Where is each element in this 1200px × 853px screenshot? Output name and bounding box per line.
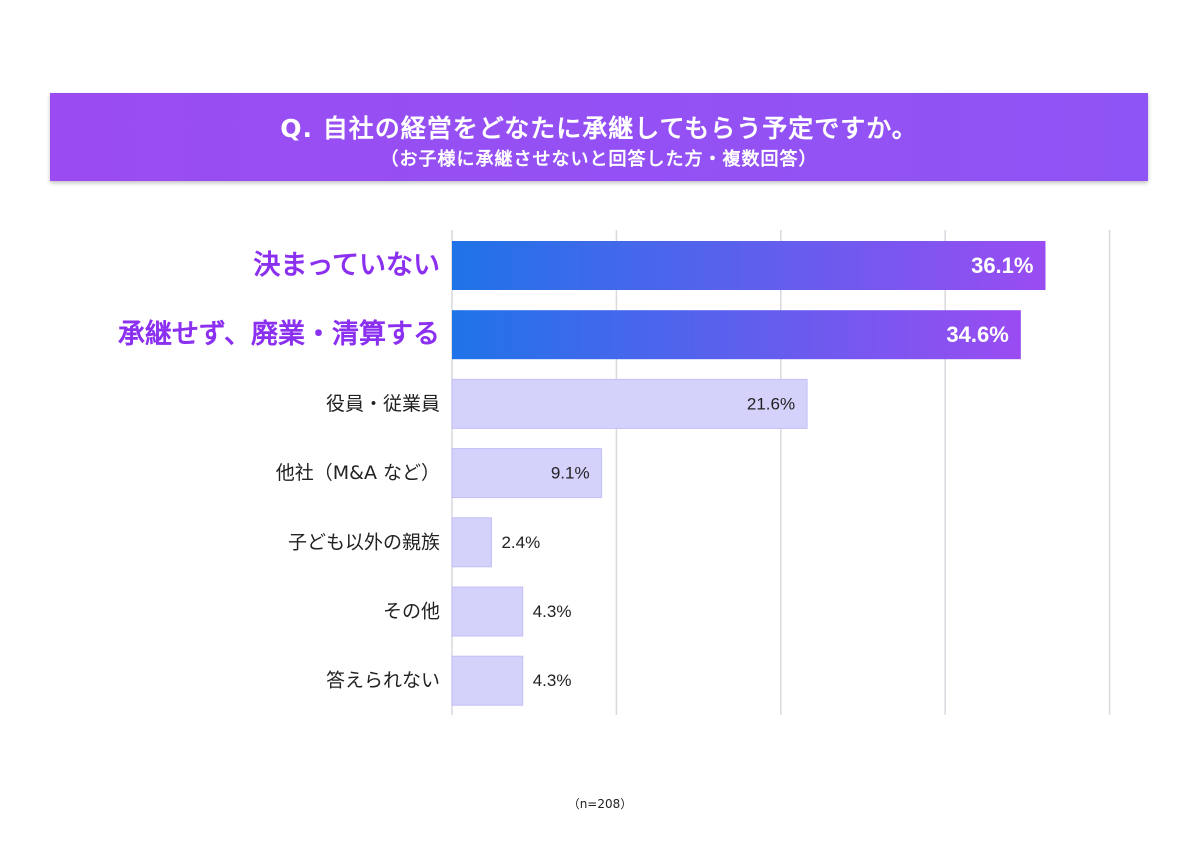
bar: [451, 448, 603, 499]
category-label: 他社（M&A など）: [276, 462, 440, 484]
bar: [451, 586, 524, 637]
category-label: 答えられない: [326, 670, 440, 692]
category-label: 子ども以外の親族: [288, 531, 440, 553]
bar: [451, 378, 808, 429]
category-label: 決まっていない: [253, 250, 440, 281]
bar: [451, 517, 492, 568]
value-label: 21.6%: [747, 394, 795, 413]
bar: [451, 655, 524, 706]
value-label: 4.3%: [533, 602, 572, 621]
value-label: 9.1%: [551, 464, 590, 483]
value-label: 34.6%: [946, 322, 1008, 347]
question-banner: Q. 自社の経営をどなたに承継してもらう予定ですか。 （お子様に承継させないと回…: [50, 93, 1148, 181]
sample-size-note: （n=208）: [567, 797, 633, 811]
category-label: その他: [383, 601, 440, 623]
category-label: 承継せず、廃業・清算する: [118, 318, 440, 350]
category-label: 役員・従業員: [326, 393, 440, 415]
value-label: 4.3%: [533, 671, 572, 690]
question-subtitle: （お子様に承継させないと回答した方・複数回答）: [380, 149, 818, 170]
bar: [452, 241, 1046, 290]
question-title: Q. 自社の経営をどなたに承継してもらう予定ですか。: [280, 114, 918, 143]
bar: [452, 310, 1021, 360]
value-label: 2.4%: [501, 533, 540, 552]
value-label: 36.1%: [971, 253, 1033, 278]
